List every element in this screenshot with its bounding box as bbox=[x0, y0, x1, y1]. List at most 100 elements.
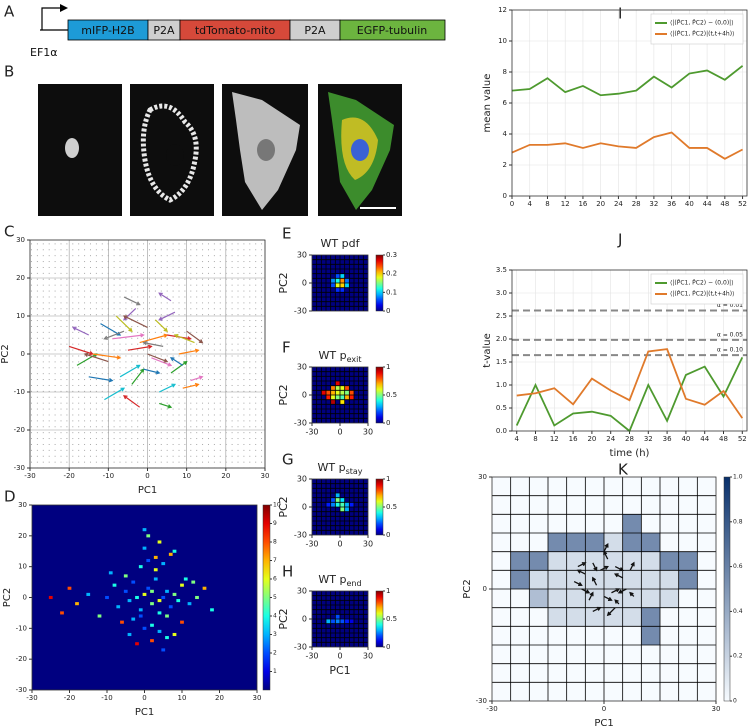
heatmap-cell bbox=[510, 570, 530, 589]
x-tick-label: 20 bbox=[596, 200, 605, 208]
velocity-arrow bbox=[83, 352, 109, 363]
x-axis-label: PC1 bbox=[594, 718, 613, 727]
heatmap-cell bbox=[146, 586, 151, 590]
velocity-arrow bbox=[173, 333, 195, 344]
plot-frame bbox=[491, 476, 717, 702]
colorbar-tick-label: 0.2 bbox=[386, 270, 397, 278]
y-tick-label: 3.5 bbox=[496, 266, 507, 274]
heatmap-cell bbox=[131, 580, 136, 584]
panel-label: J bbox=[617, 231, 622, 249]
colorbar-tick-label: 0.4 bbox=[733, 608, 743, 615]
heatmap-cell bbox=[548, 607, 567, 627]
y-tick-label: -30 bbox=[14, 464, 25, 472]
x-axis-label: PC1 bbox=[135, 707, 154, 718]
velocity-arrow bbox=[613, 573, 623, 579]
plot-frame bbox=[511, 9, 748, 197]
heatmap-cell bbox=[142, 528, 147, 532]
heatmap-cell bbox=[168, 605, 173, 609]
velocity-arrow bbox=[573, 580, 583, 587]
heatmap-cell bbox=[349, 395, 354, 400]
heatmap-cell bbox=[344, 390, 350, 395]
heatmap-cell bbox=[146, 558, 151, 563]
colorbar-tick-label: 0 bbox=[386, 307, 390, 315]
heatmap-cell bbox=[641, 551, 660, 571]
heatmap-cell bbox=[153, 568, 158, 572]
heatmap-cell bbox=[529, 589, 548, 608]
x-tick-label: 8 bbox=[545, 200, 549, 208]
heatmap-cell bbox=[585, 589, 604, 608]
heatmap-cell bbox=[604, 533, 623, 552]
heatmap-cell bbox=[335, 493, 340, 498]
velocity-arrow bbox=[592, 576, 598, 586]
heatmap-cell bbox=[165, 636, 169, 640]
x-tick-label: 36 bbox=[663, 435, 672, 443]
x-tick-label: 8 bbox=[533, 435, 537, 443]
colorbar-tick-label: 8 bbox=[273, 539, 277, 546]
y-tick-label: 2.5 bbox=[496, 312, 507, 320]
x-tick-label: 48 bbox=[720, 200, 729, 208]
colorbar-tick-label: 3 bbox=[273, 631, 277, 638]
heatmap-cell bbox=[195, 595, 199, 600]
plot-title: WT pend bbox=[318, 573, 361, 588]
heatmap-cell bbox=[123, 574, 128, 578]
velocity-arrow bbox=[131, 368, 145, 385]
y-tick-label: -30 bbox=[294, 531, 307, 540]
heatmap-cell bbox=[548, 589, 567, 608]
y-tick-label: -30 bbox=[476, 697, 487, 705]
velocity-arrow bbox=[603, 550, 609, 560]
x-tick-label: 12 bbox=[561, 200, 570, 208]
x-tick-label: 30 bbox=[712, 705, 721, 713]
panel-label: F bbox=[282, 339, 291, 357]
y-tick-label: -20 bbox=[14, 426, 25, 434]
heatmap-cell bbox=[340, 287, 345, 293]
velocity-arrow bbox=[592, 562, 598, 572]
heatmap-cell bbox=[340, 619, 345, 624]
x-tick-label: 0 bbox=[337, 652, 342, 661]
x-tick-label: 16 bbox=[578, 200, 587, 208]
colorbar-tick-label: 1 bbox=[273, 668, 277, 675]
heatmap-cell bbox=[330, 390, 336, 395]
legend-label: ⟨|(P̂C1, P̂C2)|(t,t+4h)⟩ bbox=[670, 290, 734, 297]
plot-frame bbox=[511, 269, 748, 432]
velocity-arrow bbox=[115, 315, 133, 333]
y-axis-label: mean value bbox=[482, 74, 493, 133]
plot-frame bbox=[31, 504, 258, 691]
velocity-arrow bbox=[71, 326, 90, 336]
velocity-arrow bbox=[104, 387, 126, 401]
heatmap-cell bbox=[660, 589, 679, 608]
heatmap-cell bbox=[150, 589, 154, 593]
velocity-arrow bbox=[603, 595, 613, 601]
y-axis-label: PC2 bbox=[277, 608, 290, 629]
heatmap-cell bbox=[585, 533, 604, 552]
heatmap-cell bbox=[321, 390, 326, 395]
threshold-label: α = 0.05 bbox=[717, 331, 743, 338]
title-subscript: stay bbox=[346, 467, 363, 476]
x-tick-label: 40 bbox=[681, 435, 690, 443]
heatmap-cell bbox=[165, 589, 169, 593]
heatmap-cell bbox=[604, 551, 623, 571]
y-tick-label: 30 bbox=[297, 587, 307, 596]
heatmap-cell bbox=[344, 385, 350, 391]
heatmap-cell bbox=[641, 589, 660, 608]
velocity-arrow bbox=[158, 383, 177, 393]
y-tick-label: 10 bbox=[16, 312, 25, 320]
x-tick-label: 44 bbox=[700, 435, 709, 443]
velocity-arrow bbox=[143, 368, 161, 375]
plot-frame bbox=[311, 478, 369, 536]
heatmap-cell bbox=[326, 390, 331, 395]
colorbar bbox=[375, 254, 384, 312]
heatmap-cell bbox=[335, 497, 340, 503]
y-tick-label: 30 bbox=[297, 251, 307, 260]
heatmap-cell bbox=[330, 502, 336, 507]
x-tick-label: -10 bbox=[103, 472, 114, 480]
y-axis-label: PC2 bbox=[0, 344, 11, 363]
series-line bbox=[511, 65, 744, 97]
x-tick-label: 0 bbox=[142, 694, 146, 702]
heatmap-cell bbox=[529, 570, 548, 589]
velocity-arrow bbox=[123, 296, 141, 306]
heatmap-cell bbox=[161, 562, 166, 566]
y-tick-label: 10 bbox=[18, 563, 27, 571]
colorbar-tick-label: 9 bbox=[273, 520, 277, 527]
heatmap-cell bbox=[335, 502, 340, 507]
